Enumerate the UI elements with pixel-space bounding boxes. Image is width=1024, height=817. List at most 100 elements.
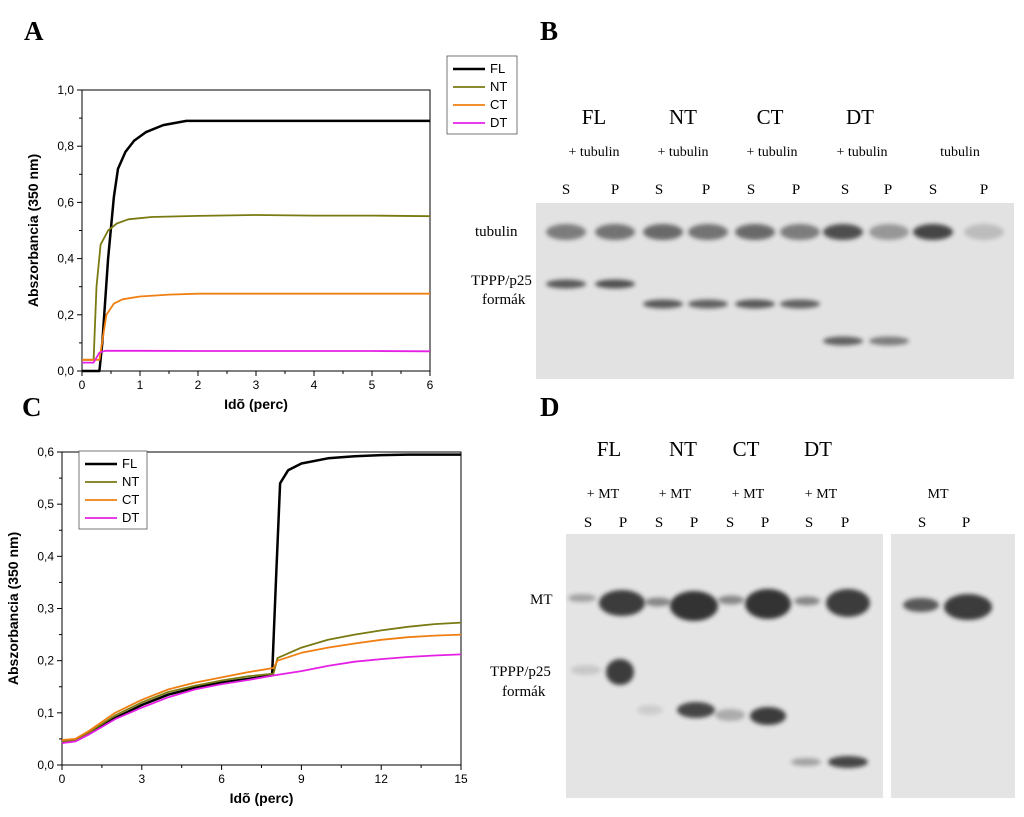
x-tick-label: 6 — [218, 772, 225, 786]
gel-band — [735, 299, 775, 309]
gel-d-group-ct: CT — [733, 437, 760, 461]
lane-label-s: S — [918, 515, 926, 531]
series-line-nt — [82, 214, 431, 361]
legend-label: CT — [122, 492, 139, 507]
lane-label-p: P — [619, 515, 627, 531]
series-line-nt — [61, 621, 462, 743]
gel-band — [750, 707, 786, 725]
x-tick-label: 3 — [253, 378, 260, 392]
lane-label-p: P — [841, 515, 849, 531]
gel-band — [643, 299, 683, 309]
legend: FL NT CT DT — [446, 55, 518, 135]
x-tick-label: 12 — [375, 772, 389, 786]
gel-d-sub-fl: + MT — [587, 487, 620, 502]
legend-label: NT — [490, 79, 507, 94]
gel-band — [571, 665, 601, 675]
lane-label-p: P — [761, 515, 769, 531]
gel-d-group-fl: FL — [597, 437, 622, 461]
gel-band — [645, 597, 671, 607]
gel-band — [944, 594, 992, 620]
legend-label: DT — [122, 510, 139, 525]
gel-d-sub-nt: + MT — [659, 487, 692, 502]
lane-label-p: P — [611, 182, 619, 198]
series-line-dt — [61, 653, 462, 744]
gel-d-group-nt: NT — [669, 437, 697, 461]
gel-d-image-right — [891, 534, 1015, 798]
lane-label-s: S — [655, 182, 663, 198]
series-line-fl — [82, 119, 430, 373]
y-tick-label: 0,5 — [37, 497, 54, 511]
gel-b-sub-fl: + tubulin — [568, 145, 619, 160]
lane-label-p: P — [884, 182, 892, 198]
gel-d-group-dt: DT — [804, 437, 832, 461]
gel-band — [913, 224, 953, 240]
chart-c: 0 3 6 9 12 15 0,0 0,1 0,2 0,3 0,4 0,5 0,6 Idõ (perc) A… — [5, 445, 468, 806]
gel-band — [715, 709, 745, 721]
x-tick-label: 5 — [369, 378, 376, 392]
panel-letter-c: C — [22, 392, 42, 422]
plot-frame — [81, 89, 431, 372]
x-tick-label: 0 — [59, 772, 66, 786]
gel-b-sub-ct: + tubulin — [746, 145, 797, 160]
gel-b-group-dt: DT — [846, 105, 874, 129]
gel-band — [637, 705, 663, 715]
lane-label-s: S — [584, 515, 592, 531]
legend: FL NT CT DT — [78, 450, 148, 530]
x-tick-label: 3 — [138, 772, 145, 786]
gel-band — [670, 591, 718, 621]
y-tick-label: 0,0 — [57, 364, 74, 378]
x-axis-label: Idõ (perc) — [224, 396, 288, 412]
x-tick-label: 4 — [311, 378, 318, 392]
gel-band — [568, 594, 596, 602]
gel-band — [903, 598, 939, 612]
y-tick-label: 0,2 — [57, 308, 74, 322]
y-tick-label: 0,4 — [37, 549, 54, 563]
gel-b-group-nt: NT — [669, 105, 697, 129]
y-tick-label: 0,2 — [37, 654, 54, 668]
y-tick-label: 0,0 — [37, 758, 54, 772]
gel-band — [823, 336, 863, 346]
gel-band — [546, 224, 586, 240]
gel-band — [677, 702, 715, 718]
gel-b-bands — [546, 224, 1004, 346]
panel-letter-d: D — [540, 392, 560, 422]
y-tick-label: 0,6 — [37, 445, 54, 459]
series-line-ct — [82, 292, 430, 361]
lane-label-p: P — [690, 515, 698, 531]
x-tick-label: 9 — [298, 772, 305, 786]
gel-band — [718, 595, 744, 605]
gel-b-sub-dt: + tubulin — [836, 145, 887, 160]
y-axis-label: Abszorbancia (350 nm) — [25, 154, 41, 307]
gel-band — [606, 659, 634, 685]
x-tick-label: 1 — [137, 378, 144, 392]
gel-band — [745, 589, 791, 619]
gel-band — [964, 224, 1004, 240]
lane-label-p: P — [792, 182, 800, 198]
gel-b-group-fl: FL — [582, 105, 607, 129]
gel-band — [780, 299, 820, 309]
gel-band — [794, 596, 820, 606]
x-axis-label: Idõ (perc) — [230, 790, 294, 806]
lane-label-s: S — [726, 515, 734, 531]
gel-band — [823, 224, 863, 240]
y-axis-label: Abszorbancia (350 nm) — [5, 532, 21, 685]
gel-d-sub-ct: + MT — [732, 487, 765, 502]
gel-band — [688, 224, 728, 240]
panel-letter-a: A — [24, 16, 44, 46]
gel-band — [869, 224, 909, 240]
lane-label-s: S — [747, 182, 755, 198]
y-tick-label: 0,3 — [37, 602, 54, 616]
lane-label-s: S — [929, 182, 937, 198]
lane-label-p: P — [980, 182, 988, 198]
panel-letter-b: B — [540, 16, 558, 46]
lane-label-p: P — [702, 182, 710, 198]
y-tick-label: 0,1 — [37, 706, 54, 720]
y-tick-label: 0,6 — [57, 195, 74, 209]
gel-panel-d: FL NT CT DT + MT + MT + MT + MT MT S P S P S… — [490, 437, 1015, 798]
gel-d-bands — [568, 589, 992, 768]
gel-b-sub-nt: + tubulin — [657, 145, 708, 160]
lane-label-s: S — [655, 515, 663, 531]
gel-band — [780, 224, 820, 240]
gel-band — [828, 756, 868, 768]
y-tick-label: 0,4 — [57, 252, 74, 266]
